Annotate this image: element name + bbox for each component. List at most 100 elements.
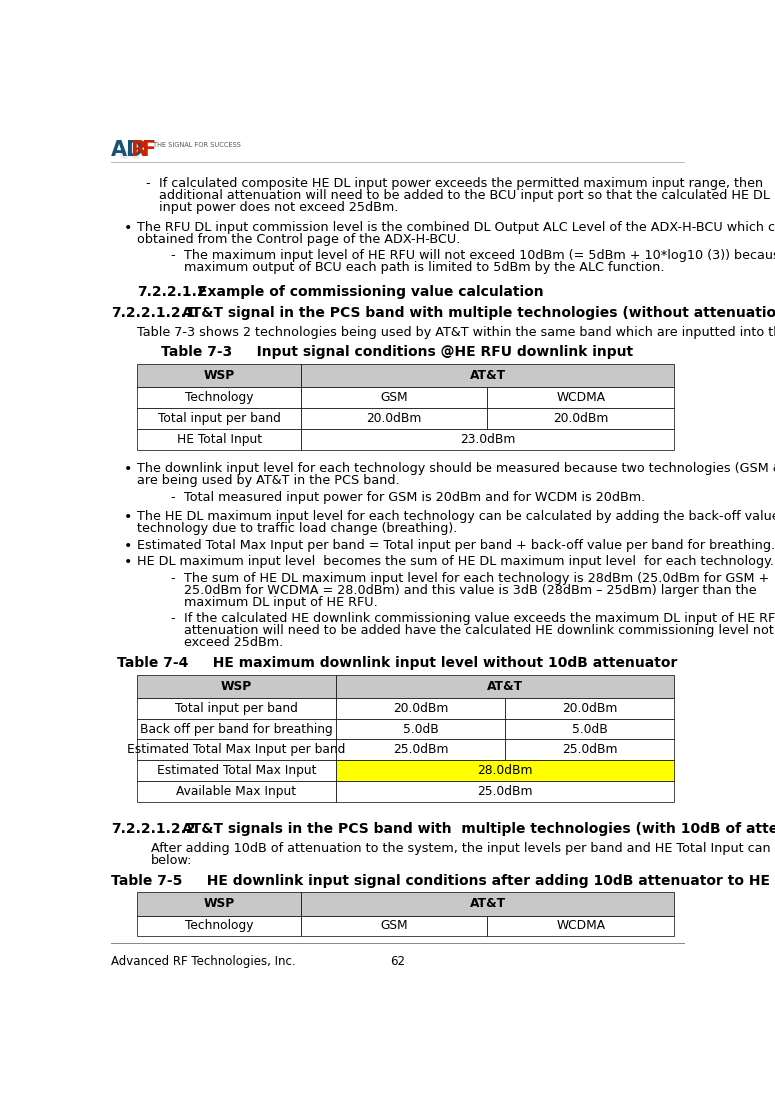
Text: WSP: WSP (221, 680, 252, 692)
Text: WSP: WSP (204, 369, 235, 382)
Text: -: - (170, 490, 175, 503)
Bar (137, 675, 336, 698)
Text: After adding 10dB of attenuation to the system, the input levels per band and HE: After adding 10dB of attenuation to the … (151, 842, 775, 855)
Bar (301, 365, 674, 388)
Text: WCDMA: WCDMA (556, 920, 605, 932)
Text: Technology: Technology (184, 920, 253, 932)
Text: THE SIGNAL FOR SUCCESS: THE SIGNAL FOR SUCCESS (153, 142, 240, 147)
Text: WCDMA: WCDMA (556, 391, 605, 404)
Text: Table 7-3     Input signal conditions @HE RFU downlink input: Table 7-3 Input signal conditions @HE RF… (161, 345, 633, 359)
Text: Estimated Total Max Input per band = Total input per band + back-off value per b: Estimated Total Max Input per band = Tot… (137, 539, 775, 552)
Text: -: - (170, 249, 175, 263)
Bar (336, 740, 505, 761)
Text: Technology: Technology (184, 391, 253, 404)
Text: Advanced RF Technologies, Inc.: Advanced RF Technologies, Inc. (111, 955, 295, 968)
Text: technology due to traffic load change (breathing).: technology due to traffic load change (b… (137, 522, 457, 535)
Text: The HE DL maximum input level for each technology can be calculated by adding th: The HE DL maximum input level for each t… (137, 510, 775, 523)
Text: 25.0dBm: 25.0dBm (477, 785, 533, 798)
Text: 5.0dB: 5.0dB (572, 722, 608, 735)
Text: 25.0dBm: 25.0dBm (562, 743, 618, 756)
Bar (301, 408, 487, 429)
Text: 7.2.2.1.2: 7.2.2.1.2 (137, 286, 207, 300)
Text: Table 7-5     HE downlink input signal conditions after adding 10dB attenuator t: Table 7-5 HE downlink input signal condi… (111, 874, 775, 888)
Text: obtained from the Control page of the ADX-H-BCU.: obtained from the Control page of the AD… (137, 233, 460, 246)
Bar (137, 408, 301, 429)
Text: 7.2.2.1.2.1: 7.2.2.1.2.1 (111, 306, 195, 320)
Text: below:: below: (151, 854, 193, 867)
Text: HE DL maximum input level  becomes the sum of HE DL maximum input level  for eac: HE DL maximum input level becomes the su… (137, 555, 774, 568)
Bar (137, 429, 301, 449)
Text: GSM: GSM (381, 391, 408, 404)
Text: 23.0dBm: 23.0dBm (460, 433, 515, 446)
Text: •: • (124, 510, 133, 524)
Text: -: - (170, 612, 175, 625)
Bar (137, 388, 301, 408)
Text: The sum of HE DL maximum input level for each technology is 28dBm (25.0dBm for G: The sum of HE DL maximum input level for… (184, 571, 769, 585)
Text: F: F (141, 141, 155, 160)
Text: Total measured input power for GSM is 20dBm and for WCDM is 20dBm.: Total measured input power for GSM is 20… (184, 490, 645, 503)
Bar (137, 915, 301, 936)
Text: Estimated Total Max Input: Estimated Total Max Input (157, 764, 316, 777)
Text: If the calculated HE downlink commissioning value exceeds the maximum DL input o: If the calculated HE downlink commission… (184, 612, 775, 625)
Text: R: R (130, 141, 146, 160)
Bar (336, 781, 674, 802)
Bar (487, 388, 674, 408)
Bar (137, 740, 336, 761)
Text: •: • (124, 555, 133, 569)
Text: •: • (124, 463, 133, 476)
Text: 25.0dBm for WCDMA = 28.0dBm) and this value is 3dB (28dBm – 25dBm) larger than t: 25.0dBm for WCDMA = 28.0dBm) and this va… (184, 584, 756, 597)
Bar (301, 915, 487, 936)
Text: GSM: GSM (381, 920, 408, 932)
Text: -: - (145, 177, 150, 190)
Bar (137, 365, 301, 388)
Text: 28.0dBm: 28.0dBm (477, 764, 533, 777)
Bar (505, 719, 674, 740)
Bar (487, 408, 674, 429)
Text: Example of commissioning value calculation: Example of commissioning value calculati… (198, 286, 543, 300)
Text: AT&T: AT&T (487, 680, 523, 692)
Text: are being used by AT&T in the PCS band.: are being used by AT&T in the PCS band. (137, 474, 400, 487)
Text: AT&T: AT&T (470, 369, 505, 382)
Text: additional attenuation will need to be added to the BCU input port so that the c: additional attenuation will need to be a… (159, 189, 770, 202)
Bar (301, 388, 487, 408)
Text: Table 7-4     HE maximum downlink input level without 10dB attenuator: Table 7-4 HE maximum downlink input leve… (117, 656, 677, 669)
Text: The maximum input level of HE RFU will not exceed 10dBm (= 5dBm + 10*log10 (3)) : The maximum input level of HE RFU will n… (184, 249, 775, 263)
Text: 62: 62 (390, 955, 405, 968)
Bar (301, 892, 674, 915)
Text: input power does not exceed 25dBm.: input power does not exceed 25dBm. (159, 201, 398, 214)
Bar (505, 698, 674, 719)
Bar (137, 892, 301, 915)
Bar (336, 675, 674, 698)
Text: 20.0dBm: 20.0dBm (393, 702, 448, 714)
Text: 20.0dBm: 20.0dBm (367, 412, 422, 425)
Text: Total input per band: Total input per band (175, 702, 298, 714)
Text: Table 7-3 shows 2 technologies being used by AT&T within the same band which are: Table 7-3 shows 2 technologies being use… (137, 325, 775, 338)
Text: Estimated Total Max Input per band: Estimated Total Max Input per band (127, 743, 346, 756)
Text: AT&T signal in the PCS band with multiple technologies (without attenuation): AT&T signal in the PCS band with multipl… (182, 306, 775, 320)
Text: Total input per band: Total input per band (157, 412, 281, 425)
Text: 7.2.2.1.2.2: 7.2.2.1.2.2 (111, 822, 195, 836)
Text: AT&T: AT&T (470, 898, 505, 910)
Bar (505, 740, 674, 761)
Text: 25.0dBm: 25.0dBm (393, 743, 448, 756)
Text: If calculated composite HE DL input power exceeds the permitted maximum input ra: If calculated composite HE DL input powe… (159, 177, 763, 190)
Bar (336, 761, 674, 781)
Text: Available Max Input: Available Max Input (177, 785, 297, 798)
Text: 20.0dBm: 20.0dBm (562, 702, 618, 714)
Bar (487, 915, 674, 936)
Text: -: - (170, 571, 175, 585)
Bar (137, 761, 336, 781)
Text: maximum output of BCU each path is limited to 5dBm by the ALC function.: maximum output of BCU each path is limit… (184, 262, 664, 275)
Bar (137, 719, 336, 740)
Text: AT&T signals in the PCS band with  multiple technologies (with 10dB of attenuati: AT&T signals in the PCS band with multip… (182, 822, 775, 836)
Text: 20.0dBm: 20.0dBm (553, 412, 608, 425)
Bar (336, 698, 505, 719)
Text: exceed 25dBm.: exceed 25dBm. (184, 636, 283, 650)
Text: HE Total Input: HE Total Input (177, 433, 262, 446)
Bar (137, 698, 336, 719)
Text: AD: AD (111, 141, 144, 160)
Text: maximum DL input of HE RFU.: maximum DL input of HE RFU. (184, 596, 377, 609)
Bar (336, 719, 505, 740)
Text: •: • (124, 221, 133, 235)
Text: Back off per band for breathing: Back off per band for breathing (140, 722, 333, 735)
